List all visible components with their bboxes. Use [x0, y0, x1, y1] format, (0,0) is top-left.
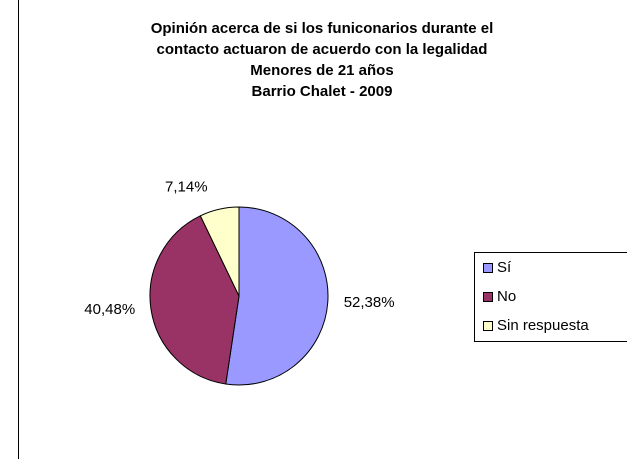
chart-title: Barrio Chalet - 2009: [252, 83, 393, 100]
legend-box: [474, 252, 627, 342]
legend-swatch: [483, 263, 493, 273]
pie-slice: [225, 206, 329, 386]
legend-label: Sí: [497, 259, 512, 276]
chart-title: contacto actuaron de acuerdo con la lega…: [157, 41, 488, 58]
pie-slice: [199, 206, 240, 297]
legend-swatch: [483, 292, 493, 302]
chart-title: Menores de 21 años: [250, 62, 393, 79]
legend-label: Sin respuesta: [497, 317, 589, 334]
chart-title: Opinión acerca de si los funiconarios du…: [151, 20, 494, 37]
chart-border: [18, 0, 627, 459]
data-label: 52,38%: [344, 294, 395, 311]
data-label: 40,48%: [84, 301, 135, 318]
legend-label: No: [497, 288, 516, 305]
legend-swatch: [483, 321, 493, 331]
pie-slice: [149, 215, 240, 385]
data-label: 7,14%: [165, 179, 208, 196]
